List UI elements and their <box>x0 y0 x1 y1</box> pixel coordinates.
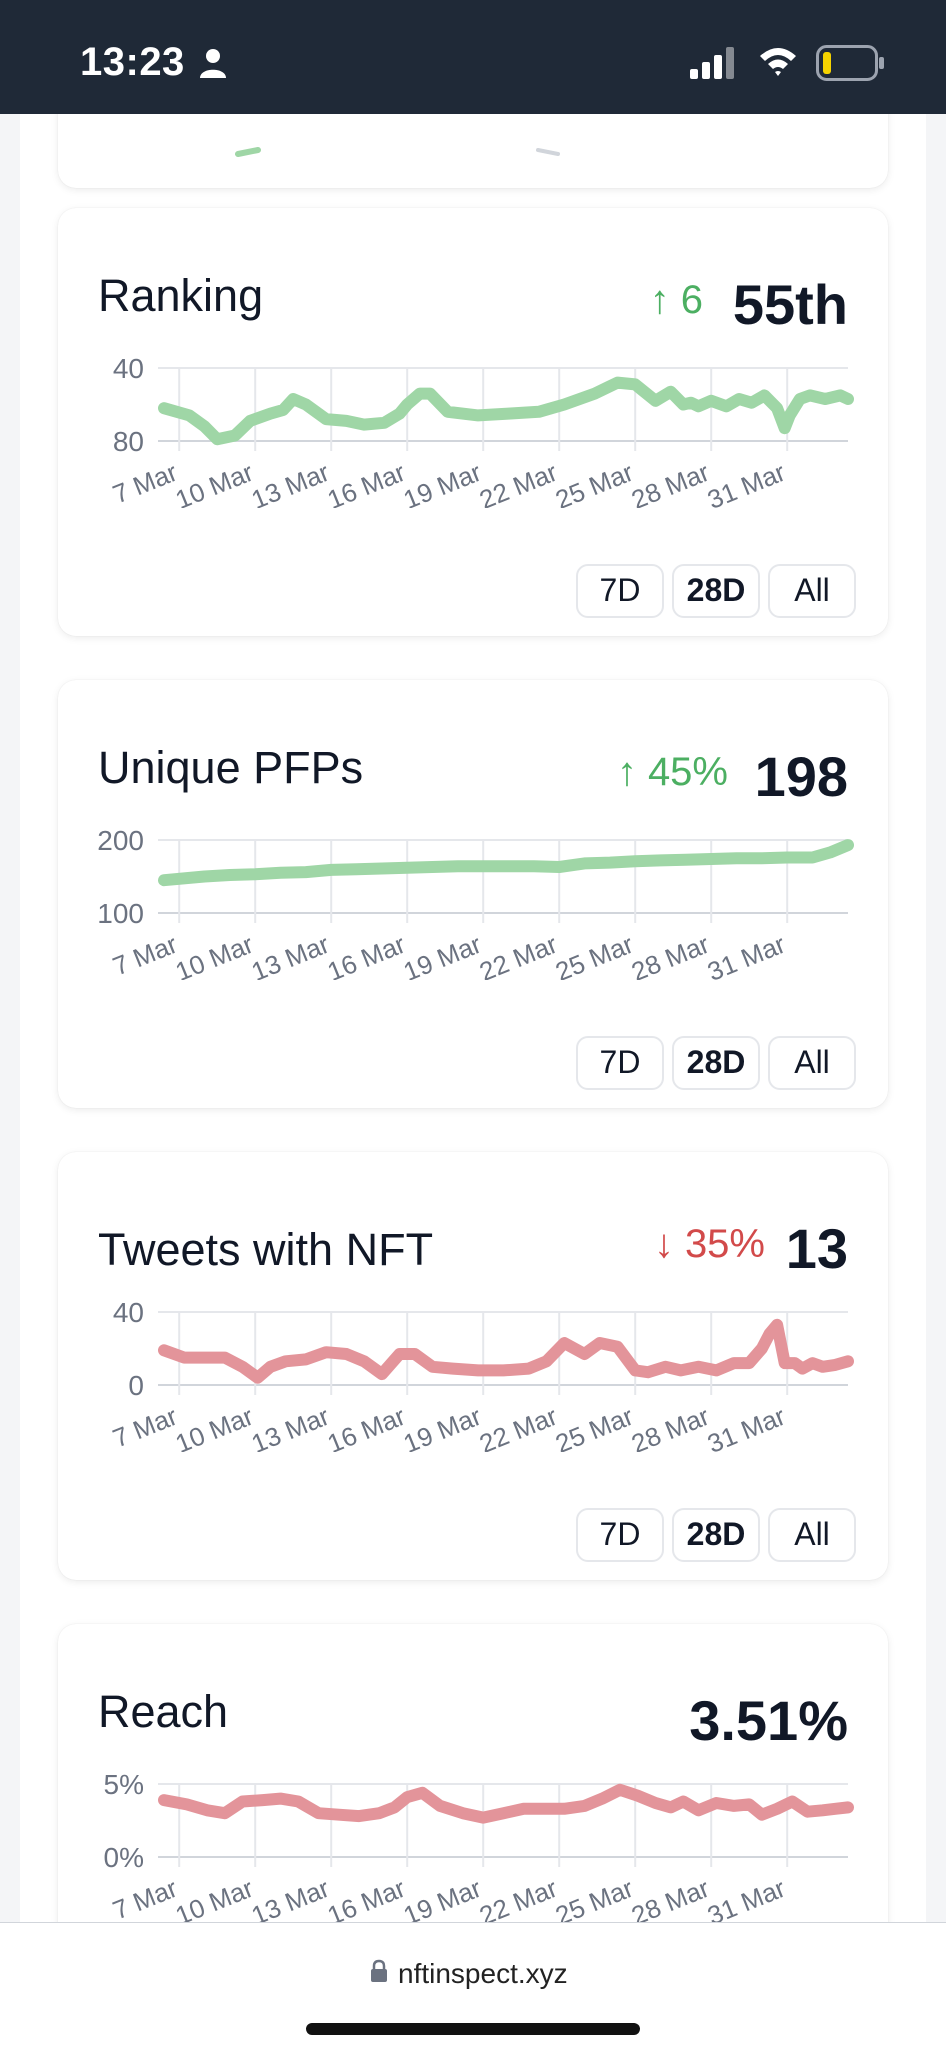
y-tick-label: 40 <box>113 1297 144 1328</box>
range-all-button[interactable]: All <box>768 1508 856 1562</box>
x-tick-label: 22 Mar <box>475 1873 562 1922</box>
x-tick-label: 31 Mar <box>703 929 790 980</box>
x-tick-label: 25 Mar <box>551 1401 638 1452</box>
person-icon <box>200 49 226 78</box>
wifi-icon <box>760 48 796 76</box>
x-tick-label: 22 Mar <box>475 457 562 508</box>
previous-card-partial <box>58 114 888 188</box>
arrow-up-icon: ↑ <box>616 750 637 794</box>
y-tick-label: 0% <box>104 1842 144 1873</box>
y-tick-label: 200 <box>97 825 144 856</box>
change-indicator: ↓ 35% <box>654 1222 765 1267</box>
x-tick-label: 25 Mar <box>551 457 638 508</box>
x-tick-label: 25 Mar <box>551 929 638 980</box>
x-tick-label: 19 Mar <box>399 1401 486 1452</box>
change-value: 6 <box>680 278 703 322</box>
x-tick-label: 7 Mar <box>109 1401 182 1452</box>
y-tick-label: 5% <box>104 1769 144 1800</box>
status-bar: 13:23 <box>0 0 946 114</box>
x-tick-label: 10 Mar <box>171 1401 258 1452</box>
card-value: 3.51% <box>689 1689 848 1752</box>
series-line <box>158 1318 854 1384</box>
range-7d-button[interactable]: 7D <box>576 564 664 618</box>
x-tick-label: 28 Mar <box>627 1873 714 1922</box>
x-tick-label: 28 Mar <box>627 457 714 508</box>
tweets-with-nft-card: Tweets with NFT ↓ 35% 13 40 0 7 Mar 10 Mar 1… <box>58 1152 888 1580</box>
x-tick-label: 28 Mar <box>627 929 714 980</box>
card-title: Unique PFPs <box>98 742 364 793</box>
battery-icon <box>816 45 884 81</box>
series-line <box>158 1783 854 1824</box>
range-28d-button[interactable]: 28D <box>672 1508 760 1562</box>
x-tick-label: 22 Mar <box>475 929 562 980</box>
status-time: 13:23 <box>80 40 185 84</box>
x-tick-label: 10 Mar <box>171 1873 258 1922</box>
change-indicator: ↑ 45% <box>617 750 728 795</box>
x-tick-label: 10 Mar <box>171 457 258 508</box>
page-content: Ranking ↑ 6 55th 40 80 7 Mar 10 Mar 13 Mar 16… <box>20 114 926 1922</box>
range-28d-button[interactable]: 28D <box>672 1036 760 1090</box>
lock-icon <box>371 1959 387 1982</box>
x-tick-label: 19 Mar <box>399 929 486 980</box>
x-tick-label: 16 Mar <box>323 929 410 980</box>
y-tick-label: 100 <box>97 898 144 929</box>
card-title: Ranking <box>98 270 264 321</box>
range-28d-button[interactable]: 28D <box>672 564 760 618</box>
x-tick-label: 10 Mar <box>171 929 258 980</box>
x-tick-label: 7 Mar <box>109 457 182 508</box>
arrow-up-icon: ↑ <box>649 278 670 322</box>
home-indicator <box>306 2023 640 2035</box>
range-7d-button[interactable]: 7D <box>576 1036 664 1090</box>
y-tick-label: 0 <box>128 1370 144 1401</box>
signal-icon <box>690 47 734 79</box>
x-tick-label: 22 Mar <box>475 1401 562 1452</box>
x-tick-label: 13 Mar <box>247 457 334 508</box>
x-tick-label: 13 Mar <box>247 929 334 980</box>
x-tick-label: 16 Mar <box>323 1401 410 1452</box>
range-all-button[interactable]: All <box>768 564 856 618</box>
x-tick-label: 25 Mar <box>551 1873 638 1922</box>
change-value: 35% <box>684 1222 765 1266</box>
series-line <box>158 376 854 446</box>
x-tick-label: 16 Mar <box>323 457 410 508</box>
change-indicator: ↑ 6 <box>650 278 703 323</box>
browser-address-bar[interactable]: nftinspect.xyz <box>0 1922 946 2049</box>
series-line <box>158 839 854 887</box>
previous-chart-fragment <box>235 147 560 157</box>
x-tick-label: 28 Mar <box>627 1401 714 1452</box>
card-value: 55th <box>732 273 848 336</box>
x-tick-label: 7 Mar <box>109 929 182 980</box>
card-value: 198 <box>754 745 848 808</box>
y-tick-label: 80 <box>113 426 144 457</box>
change-value: 45% <box>647 750 728 794</box>
url-text[interactable]: nftinspect.xyz <box>398 1958 568 1989</box>
unique-pfps-card: Unique PFPs ↑ 45% 198 200 100 7 Mar 10 Mar 1… <box>58 680 888 1108</box>
x-tick-label: 31 Mar <box>703 1873 790 1922</box>
x-tick-label: 19 Mar <box>399 457 486 508</box>
x-tick-label: 31 Mar <box>703 1401 790 1452</box>
card-title: Tweets with NFT <box>98 1224 434 1275</box>
x-tick-label: 7 Mar <box>109 1873 182 1922</box>
range-all-button[interactable]: All <box>768 1036 856 1090</box>
ranking-card: Ranking ↑ 6 55th 40 80 7 Mar 10 Mar 13 Mar 16… <box>58 208 888 636</box>
x-tick-label: 31 Mar <box>703 457 790 508</box>
x-tick-label: 19 Mar <box>399 1873 486 1922</box>
reach-card: Reach 3.51% 5% 0% 7 Mar 10 Mar 13 Mar 16 Mar 1… <box>58 1624 888 1922</box>
arrow-down-icon: ↓ <box>653 1222 674 1266</box>
y-tick-label: 40 <box>113 353 144 384</box>
card-title: Reach <box>98 1686 229 1737</box>
x-tick-label: 13 Mar <box>247 1873 334 1922</box>
card-value: 13 <box>785 1217 848 1280</box>
range-7d-button[interactable]: 7D <box>576 1508 664 1562</box>
x-tick-label: 16 Mar <box>323 1873 410 1922</box>
x-tick-label: 13 Mar <box>247 1401 334 1452</box>
